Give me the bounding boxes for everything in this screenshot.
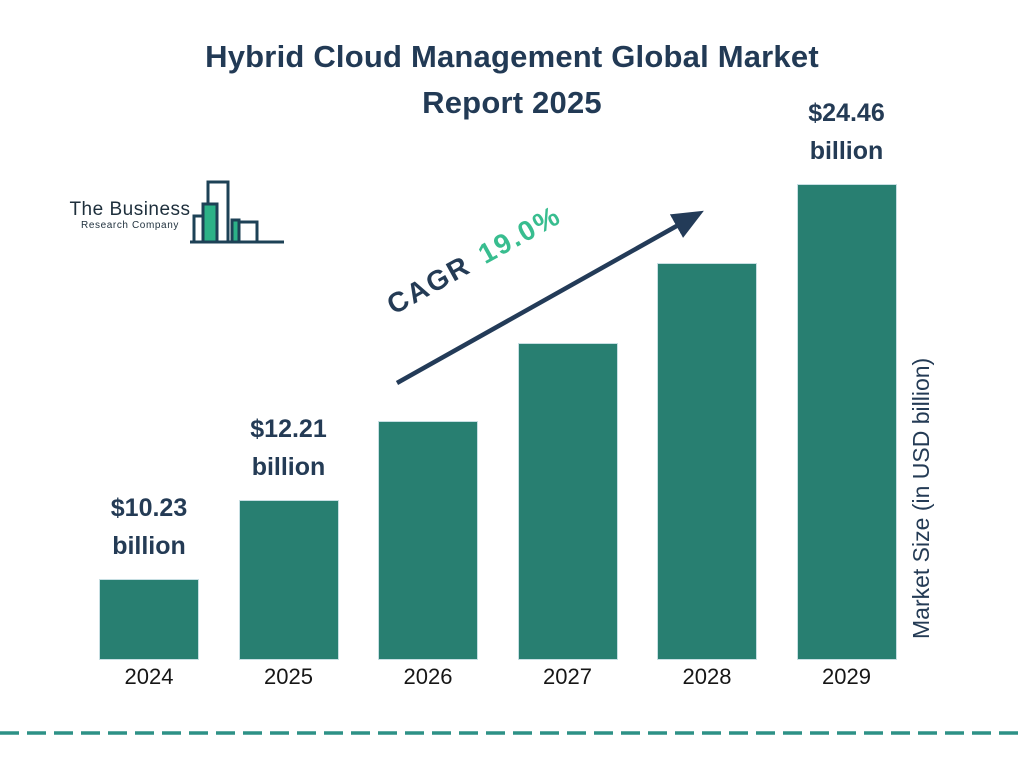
x-axis-label-2026: 2026	[403, 664, 453, 689]
growth-trend-arrow	[395, 210, 704, 385]
company-name-sub: Research Company	[81, 220, 179, 231]
bar-2026	[378, 421, 478, 660]
x-axis-label-2024: 2024	[124, 664, 174, 689]
value-label-unit: billion	[112, 532, 186, 560]
value-label-amount: $24.46	[808, 99, 885, 127]
value-label-amount: $10.23	[110, 494, 188, 522]
value-label-2025: $12.21 billion	[199, 410, 379, 486]
company-logo-text: The Business Research Company	[60, 200, 200, 232]
bottom-dashed-divider	[0, 731, 1024, 735]
bar-2025	[238, 500, 339, 660]
bar-2028	[657, 263, 757, 660]
value-label-2024: $10.23 billion	[59, 489, 239, 565]
chart-title: Hybrid Cloud Management Global Market Re…	[0, 34, 1024, 126]
value-label-amount: $12.21	[250, 415, 327, 443]
value-label-unit: billion	[251, 453, 326, 481]
company-logo: The Business Research Company	[60, 176, 288, 248]
company-name: The Business	[69, 199, 191, 220]
value-label-unit: billion	[809, 137, 884, 165]
value-label-2029: $24.46 billion	[757, 94, 937, 170]
x-axis-label-2028: 2028	[682, 664, 732, 689]
x-axis-label-2027: 2027	[543, 664, 592, 689]
bar-2029	[796, 184, 897, 660]
x-axis-label-2025: 2025	[264, 664, 313, 689]
chart-title-line1: Hybrid Cloud Management Global Market	[205, 39, 819, 74]
chart-title-line2: Report 2025	[422, 85, 602, 120]
bar-2027	[517, 343, 618, 660]
bar-2024	[99, 579, 199, 660]
y-axis-label: Market Size (in USD billion)	[908, 357, 934, 639]
x-axis-label-2029: 2029	[822, 664, 871, 689]
company-logo-chart-icon	[190, 180, 284, 244]
